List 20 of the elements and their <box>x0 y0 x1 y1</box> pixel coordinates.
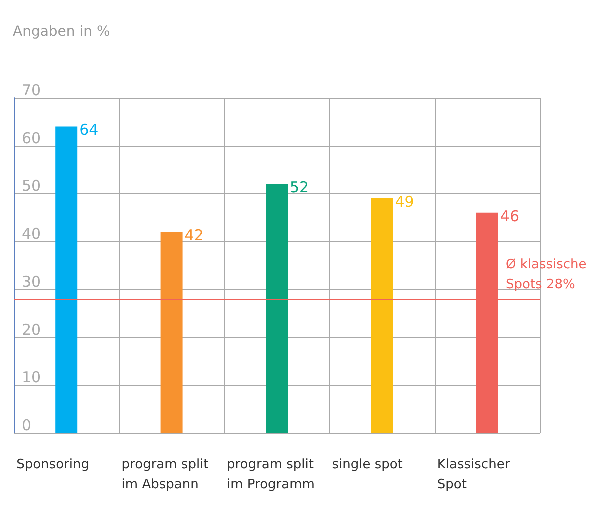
y-tick-label: 50 <box>22 177 42 196</box>
x-tick-label: program split im Programm <box>227 458 315 492</box>
data-label: 64 <box>80 121 99 140</box>
x-tick-label: Klassischer Spot <box>437 458 511 492</box>
y-axis-title: Angaben in % <box>13 24 110 40</box>
y-tick-label: 40 <box>22 225 42 244</box>
y-tick-label: 30 <box>22 272 42 291</box>
y-tick-label: 20 <box>22 320 42 339</box>
data-label: 46 <box>500 207 520 226</box>
x-tick-label: Sponsoring <box>16 458 90 472</box>
x-tick-label: program split im Abspann <box>122 458 209 492</box>
data-label: 42 <box>184 226 204 244</box>
y-tick-label: 10 <box>22 368 42 387</box>
y-tick-label: 60 <box>22 129 42 148</box>
data-label: 49 <box>395 193 414 211</box>
y-tick-label: 70 <box>22 82 42 100</box>
ref-line-label: Ø klassische Spots 28% <box>506 258 587 292</box>
x-tick-label: single spot <box>332 458 403 472</box>
y-tick-label: 0 <box>22 416 32 434</box>
data-label: 52 <box>290 178 310 197</box>
